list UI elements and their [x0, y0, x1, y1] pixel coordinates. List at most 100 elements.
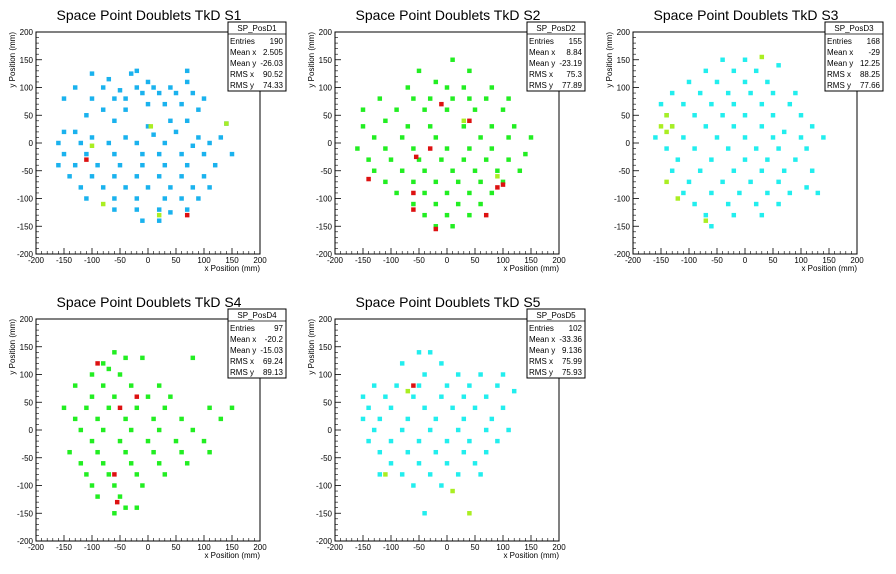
- data-bin: [145, 79, 151, 85]
- y-tick-label: 150: [20, 56, 34, 65]
- data-bin: [416, 438, 422, 444]
- data-bin: [168, 118, 173, 124]
- data-bin: [145, 101, 151, 107]
- data-bin: [703, 68, 709, 74]
- y-tick-label: 100: [319, 371, 333, 380]
- data-bin: [495, 383, 500, 388]
- data-bin-medium: [461, 118, 467, 124]
- stats-box-frame: [526, 21, 586, 92]
- data-bin: [489, 85, 495, 90]
- stats-row-label: RMS y: [230, 368, 254, 377]
- data-bin: [72, 129, 78, 135]
- x-tick-label: 150: [225, 256, 239, 265]
- x-tick-label: 100: [496, 256, 510, 265]
- data-bin: [692, 146, 697, 151]
- data-bin: [123, 135, 128, 140]
- data-bin: [444, 212, 450, 218]
- data-bin: [731, 124, 737, 129]
- data-bin: [106, 366, 112, 372]
- data-bin: [444, 383, 450, 388]
- data-bin: [123, 107, 128, 112]
- data-bin: [681, 101, 686, 107]
- histogram-plot-s4: Space Point Doublets TkD S4 -200 -150 -100 -…: [8, 294, 287, 560]
- data-bin-medium: [664, 129, 669, 135]
- data-bin: [89, 394, 95, 399]
- data-bin: [84, 196, 89, 201]
- data-bin: [156, 174, 162, 179]
- data-bin: [489, 416, 495, 422]
- stats-row-value: 102: [569, 324, 583, 333]
- data-bin: [478, 472, 483, 477]
- histogram-panel-s1: Space Point Doublets TkD S1 -200 -150 -100 -…: [0, 0, 299, 287]
- data-bin-high: [495, 185, 500, 190]
- data-bin: [162, 140, 168, 146]
- data-bin: [444, 461, 450, 466]
- y-tick-label: 200: [319, 315, 333, 324]
- data-bin: [692, 113, 697, 118]
- data-bin: [140, 355, 145, 361]
- histogram-plot-s5: Space Point Doublets TkD S5 -200 -150 -100 -…: [307, 294, 586, 560]
- data-bin: [422, 511, 427, 516]
- y-axis-label: y Position (mm): [8, 32, 17, 88]
- y-tick-label: 0: [328, 426, 333, 435]
- data-bin: [100, 427, 106, 433]
- stats-row-label: RMS x: [230, 70, 254, 79]
- stats-box-name: SP_PosD3: [834, 24, 874, 33]
- data-bin: [731, 212, 737, 218]
- data-bin: [196, 135, 201, 140]
- data-bin-medium: [495, 174, 500, 179]
- data-bin-medium: [658, 124, 664, 129]
- data-bin: [145, 394, 151, 399]
- data-bin: [759, 101, 765, 107]
- data-bin: [809, 168, 815, 173]
- histogram-panel-s2: Space Point Doublets TkD S2 -200 -150 -100 -…: [299, 0, 598, 287]
- data-bin: [151, 132, 156, 137]
- data-bin: [658, 101, 664, 107]
- data-bin: [67, 449, 72, 455]
- data-bin: [765, 157, 770, 162]
- data-bin: [467, 190, 472, 196]
- x-tick-label: 100: [794, 256, 808, 265]
- data-bin: [117, 372, 123, 377]
- data-bin-medium: [100, 201, 106, 207]
- y-tick-label: -100: [316, 195, 333, 204]
- data-bin: [162, 162, 168, 168]
- data-bin: [753, 146, 759, 151]
- data-bin: [450, 405, 455, 411]
- data-bin: [123, 416, 128, 422]
- data-bin: [731, 101, 737, 107]
- data-bin: [765, 190, 770, 196]
- x-axis-label: x Position (mm): [204, 264, 260, 273]
- data-bin: [366, 157, 371, 162]
- x-tick-label: -200: [28, 543, 45, 552]
- data-bin: [478, 179, 483, 185]
- stats-row-value: 69.24: [263, 357, 284, 366]
- data-bin: [461, 157, 467, 162]
- stats-row-value: 8.84: [566, 48, 582, 57]
- data-bin: [134, 196, 140, 201]
- stats-row-label: Mean x: [230, 48, 256, 57]
- data-bin: [140, 483, 145, 488]
- stats-row-value: 75.93: [562, 368, 583, 377]
- stats-box-name: SP_PosD1: [237, 24, 277, 33]
- data-bin: [117, 162, 123, 168]
- x-tick-label: -100: [84, 256, 101, 265]
- data-bin: [483, 449, 489, 455]
- data-bin: [681, 190, 686, 196]
- data-bin: [725, 90, 731, 96]
- stats-row-value: -20.2: [265, 335, 284, 344]
- data-bin: [703, 212, 709, 218]
- data-bin: [117, 88, 123, 93]
- data-bin: [156, 151, 162, 157]
- data-bin: [461, 394, 467, 399]
- data-bin: [720, 57, 725, 62]
- data-bin: [759, 212, 765, 218]
- data-bin: [100, 107, 106, 112]
- y-tick-label: -50: [618, 167, 630, 176]
- data-bin-high: [84, 157, 89, 162]
- stats-box-frame: [824, 21, 884, 92]
- data-bin: [455, 179, 461, 185]
- histogram-plot-s2: Space Point Doublets TkD S2 -200 -150 -100 -…: [307, 7, 586, 273]
- data-bin: [765, 79, 770, 85]
- data-bin: [399, 472, 405, 477]
